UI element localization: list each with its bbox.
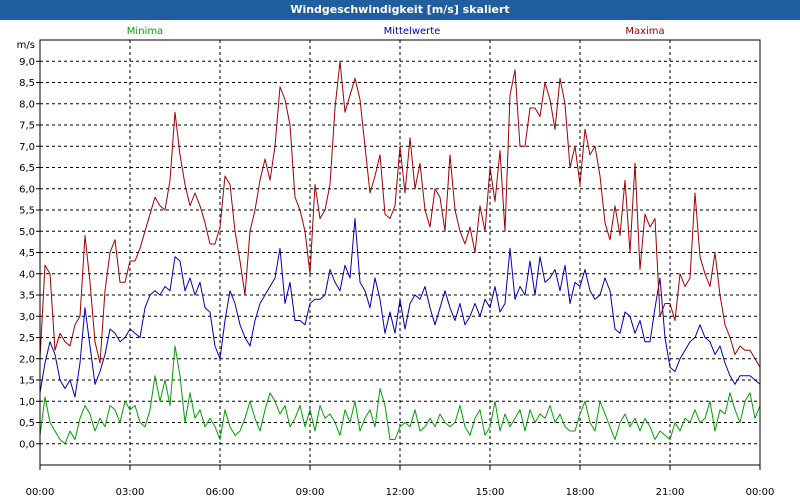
plot-frame <box>39 39 761 466</box>
y-tick-label: 0,5 <box>19 418 35 429</box>
y-tick-label: 4,0 <box>19 269 35 280</box>
grid-layer <box>40 40 760 465</box>
chart-title: Windgeschwindigkeit [m/s] skaliert <box>0 0 800 20</box>
y-tick-label: 5,0 <box>19 227 35 238</box>
y-tick-label: 4,5 <box>19 248 35 259</box>
axis-layer: 0,0 0,5 1,0 1,5 2,0 2,5 3,0 3,5 4,0 4,5 5,0 5,5 6,0 6… <box>17 39 775 498</box>
legend-label-minima: Minima <box>127 26 163 37</box>
series-line-mittelwerte <box>39 218 761 398</box>
y-tick-label: 6,5 <box>19 163 35 174</box>
x-tick-time-label: 09:00 <box>296 487 325 498</box>
x-tick-time-label: 00:00 <box>26 487 55 498</box>
legend-label-maxima: Maxima <box>625 26 664 37</box>
series-line-maxima <box>39 60 761 368</box>
x-tick-time-label: 21:00 <box>656 487 685 498</box>
y-axis-label: m/s <box>17 40 35 51</box>
series-layer <box>39 60 761 445</box>
y-tick-label: 0,0 <box>19 439 35 450</box>
y-tick-label: 7,5 <box>19 121 35 132</box>
y-tick-label: 1,0 <box>19 397 35 408</box>
y-tick-label: 6,0 <box>19 184 35 195</box>
wind-speed-chart: 0,0 0,5 1,0 1,5 2,0 2,5 3,0 3,5 4,0 4,5 5,0 5,5 6,0 6… <box>0 20 800 500</box>
x-tick-time-label: 12:00 <box>386 487 415 498</box>
x-tick-time-label: 15:00 <box>476 487 505 498</box>
series-line-minima <box>39 345 761 445</box>
x-tick-time-label: 06:00 <box>206 487 235 498</box>
legend-layer: Minima Mittelwerte Maxima <box>127 26 665 37</box>
x-tick-time-label: 00:00 <box>746 487 775 498</box>
x-tick-time-label: 03:00 <box>116 487 145 498</box>
y-tick-label: 2,0 <box>19 354 35 365</box>
y-tick-label: 1,5 <box>19 376 35 387</box>
y-tick-label: 2,5 <box>19 333 35 344</box>
y-tick-label: 8,5 <box>19 78 35 89</box>
y-tick-label: 8,0 <box>19 99 35 110</box>
legend-label-mittelwerte: Mittelwerte <box>384 26 441 37</box>
x-tick-time-label: 18:00 <box>566 487 595 498</box>
y-tick-label: 9,0 <box>19 57 35 68</box>
y-tick-label: 3,5 <box>19 291 35 302</box>
y-tick-label: 5,5 <box>19 206 35 217</box>
y-tick-label: 7,0 <box>19 142 35 153</box>
y-tick-label: 3,0 <box>19 312 35 323</box>
